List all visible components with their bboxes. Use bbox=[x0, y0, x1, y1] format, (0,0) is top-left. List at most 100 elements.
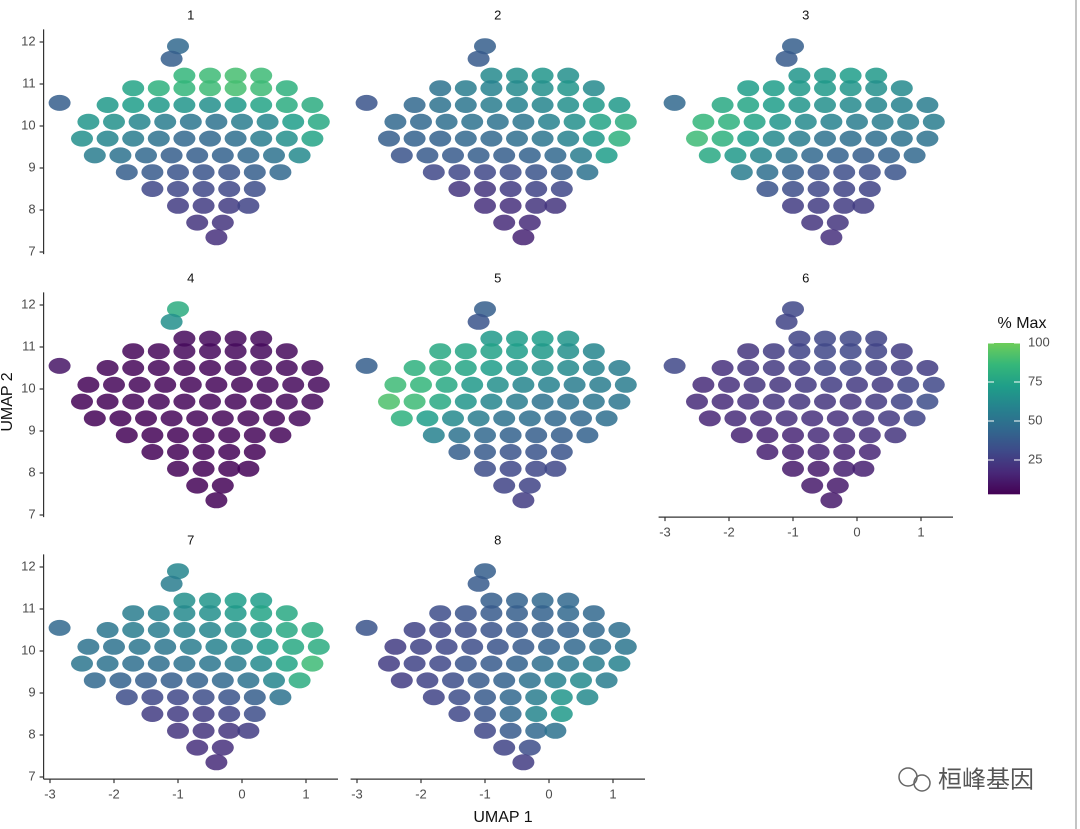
colorbar-tick-label: 75 bbox=[1028, 373, 1042, 388]
point bbox=[454, 605, 477, 622]
point bbox=[890, 393, 913, 410]
panel: 3 bbox=[663, 7, 945, 246]
y-tick-label: 10 bbox=[21, 117, 35, 132]
point bbox=[557, 605, 580, 622]
point bbox=[422, 427, 445, 444]
point bbox=[410, 376, 432, 393]
point bbox=[96, 655, 119, 672]
point bbox=[83, 672, 106, 689]
point bbox=[878, 410, 900, 427]
x-tick-label: 0 bbox=[238, 787, 245, 802]
point bbox=[429, 605, 452, 622]
point bbox=[147, 97, 170, 113]
point bbox=[205, 492, 228, 509]
point bbox=[167, 706, 189, 722]
point bbox=[865, 67, 888, 84]
point bbox=[403, 622, 426, 638]
point bbox=[403, 130, 426, 147]
y-tick-label: 7 bbox=[28, 506, 35, 521]
point bbox=[550, 181, 573, 197]
point bbox=[448, 689, 471, 706]
point bbox=[782, 181, 804, 197]
point bbox=[160, 575, 183, 592]
point bbox=[756, 181, 779, 197]
point bbox=[167, 301, 189, 318]
point bbox=[833, 181, 856, 197]
point bbox=[474, 689, 496, 706]
point bbox=[250, 80, 273, 97]
point bbox=[608, 360, 631, 376]
point bbox=[903, 147, 926, 164]
point bbox=[737, 343, 760, 360]
point bbox=[878, 147, 900, 164]
x-tick-label: 0 bbox=[545, 787, 552, 802]
y-tick-label: 9 bbox=[28, 684, 35, 699]
point bbox=[826, 214, 849, 231]
point bbox=[570, 147, 592, 164]
point bbox=[237, 722, 260, 739]
x-tick-label: -3 bbox=[351, 787, 363, 802]
point bbox=[461, 376, 484, 393]
point bbox=[160, 313, 183, 330]
point bbox=[199, 330, 221, 347]
point bbox=[416, 672, 439, 689]
point bbox=[199, 343, 221, 360]
point bbox=[814, 360, 836, 376]
point bbox=[442, 410, 464, 427]
panel: 2 bbox=[355, 7, 637, 246]
point bbox=[531, 330, 554, 347]
point bbox=[115, 427, 138, 444]
point bbox=[355, 619, 378, 636]
point bbox=[390, 410, 413, 427]
point bbox=[711, 393, 734, 410]
point bbox=[807, 181, 830, 197]
point bbox=[243, 164, 266, 181]
point bbox=[154, 113, 177, 130]
point bbox=[865, 80, 888, 97]
point bbox=[750, 147, 772, 164]
panel: 4 7 8 9 10 11 12 bbox=[21, 270, 330, 521]
point bbox=[224, 592, 247, 609]
point bbox=[147, 655, 170, 672]
point bbox=[199, 393, 221, 410]
point bbox=[454, 130, 477, 147]
point bbox=[422, 164, 445, 181]
point bbox=[762, 360, 785, 376]
point bbox=[96, 622, 119, 638]
y-tick-label: 12 bbox=[21, 33, 35, 48]
y-tick-label: 7 bbox=[28, 768, 35, 783]
point bbox=[109, 672, 132, 689]
point bbox=[512, 229, 535, 246]
point bbox=[224, 393, 247, 410]
point bbox=[557, 655, 580, 672]
point bbox=[128, 376, 151, 393]
point bbox=[794, 376, 817, 393]
point bbox=[480, 330, 503, 347]
point bbox=[403, 97, 426, 113]
point bbox=[429, 343, 452, 360]
point bbox=[256, 113, 279, 130]
point bbox=[506, 622, 528, 638]
point bbox=[179, 113, 202, 130]
point bbox=[224, 605, 247, 622]
x-tick-label: 0 bbox=[853, 525, 860, 540]
point bbox=[814, 130, 836, 147]
y-tick-label: 11 bbox=[22, 338, 36, 353]
x-tick-label: -3 bbox=[44, 787, 56, 802]
point bbox=[83, 147, 106, 164]
watermark-icon bbox=[913, 774, 931, 792]
x-tick-label: -3 bbox=[659, 525, 671, 540]
point bbox=[775, 313, 798, 330]
point bbox=[718, 376, 740, 393]
point bbox=[807, 444, 830, 460]
x-axis-label: UMAP 1 bbox=[473, 809, 532, 826]
point bbox=[275, 343, 298, 360]
point bbox=[275, 655, 298, 672]
point bbox=[916, 360, 939, 376]
point bbox=[237, 410, 260, 427]
point bbox=[231, 113, 253, 130]
point bbox=[582, 97, 605, 113]
point bbox=[724, 410, 747, 427]
point bbox=[224, 622, 247, 638]
point bbox=[512, 376, 535, 393]
